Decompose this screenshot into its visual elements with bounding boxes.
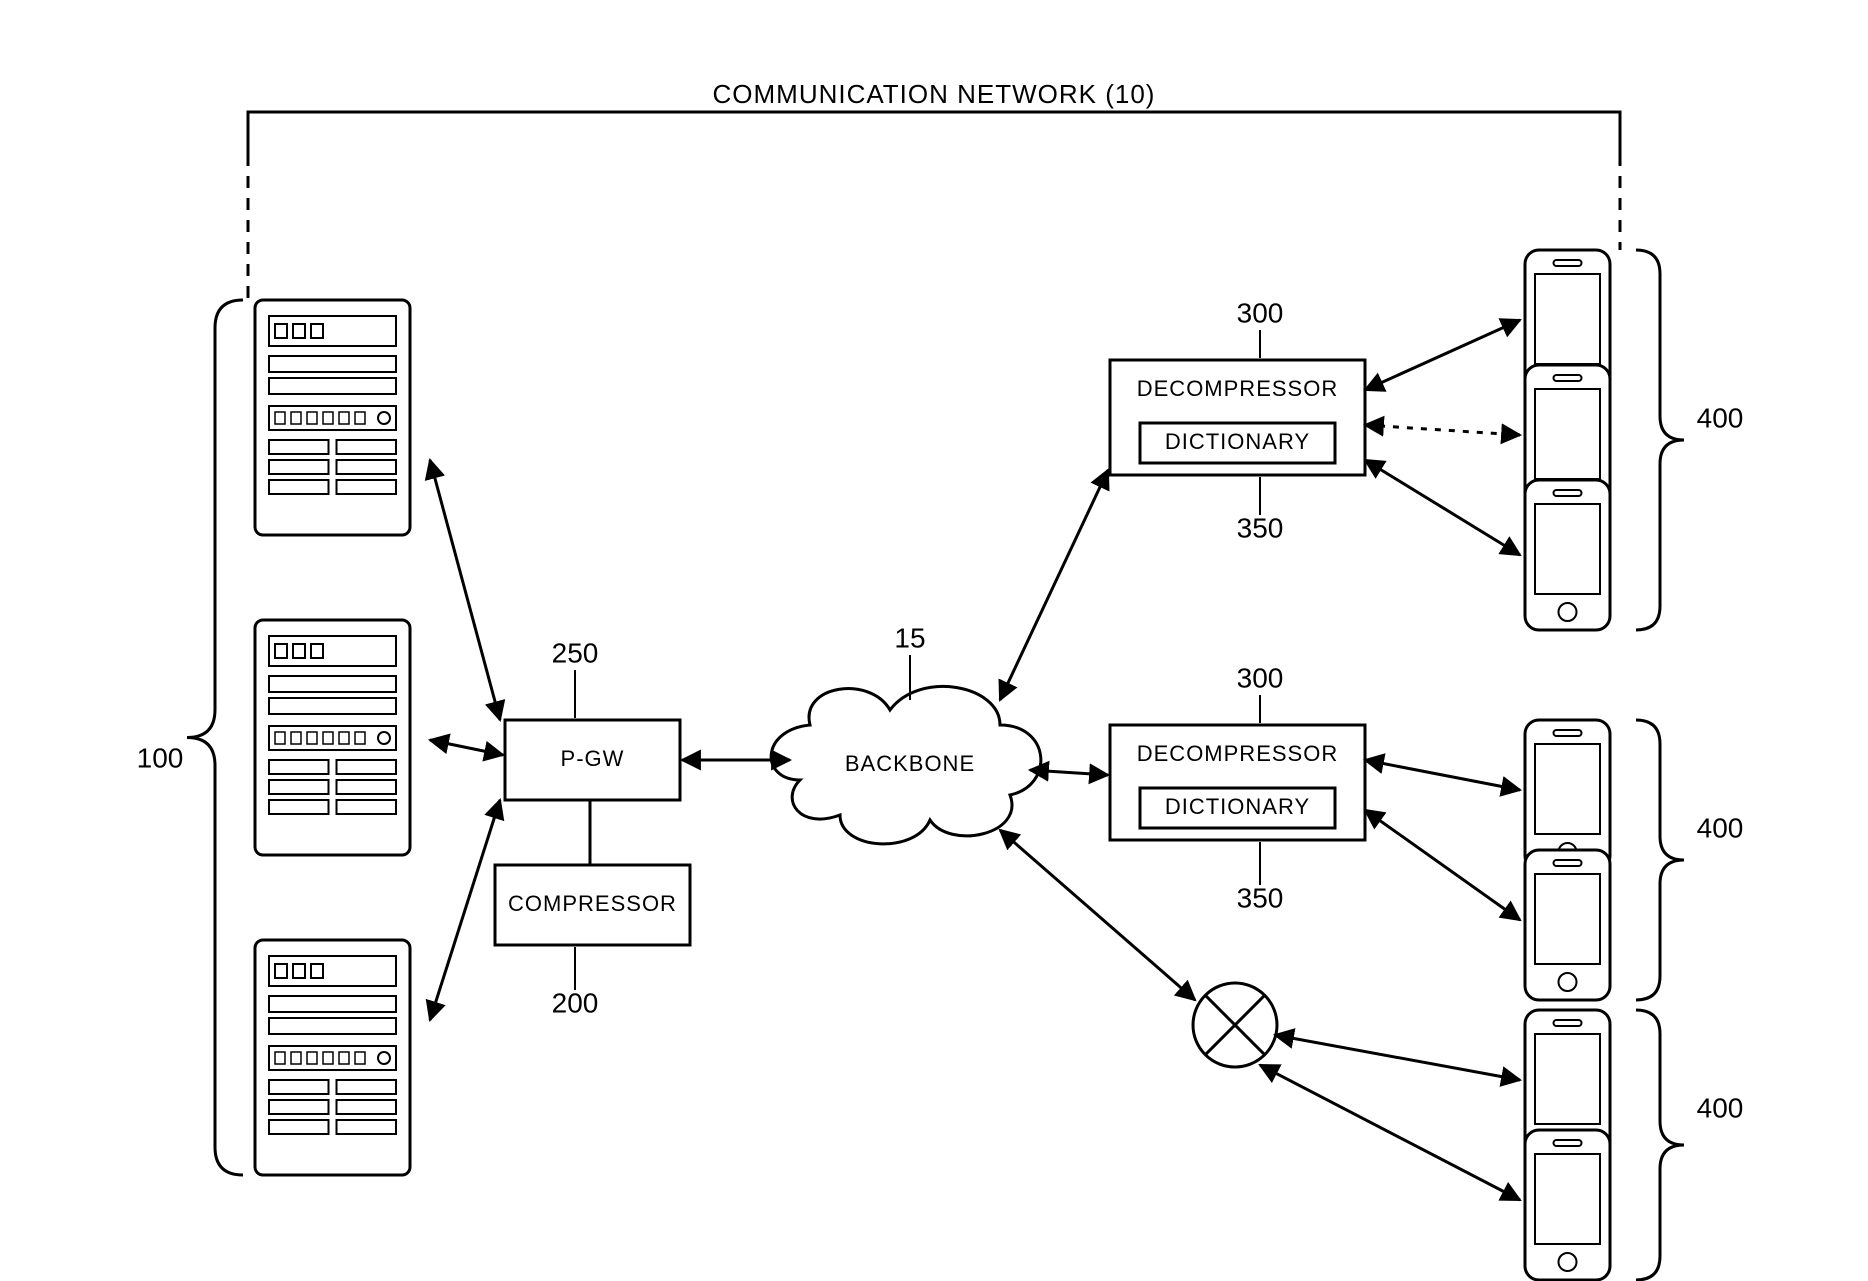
arrow-0 bbox=[430, 460, 500, 720]
arrow-1 bbox=[430, 740, 503, 755]
label-phones1_num: 400 bbox=[1697, 402, 1744, 433]
label-compressor_num: 200 bbox=[552, 987, 599, 1018]
arrow-12 bbox=[1260, 1065, 1520, 1200]
label-backbone_num: 15 bbox=[894, 622, 925, 653]
decompressor-2-dict-label: DICTIONARY bbox=[1165, 794, 1310, 819]
phone-1-1 bbox=[1525, 850, 1610, 1000]
label-servers_num: 100 bbox=[137, 742, 184, 773]
arrow-dotted-0 bbox=[1365, 425, 1520, 435]
decompressor-1-label: DECOMPRESSOR bbox=[1137, 376, 1338, 401]
arrow-4 bbox=[1000, 470, 1108, 700]
label-decomp2_num: 300 bbox=[1237, 662, 1284, 693]
label-phones2_num: 400 bbox=[1697, 812, 1744, 843]
servers-brace bbox=[187, 300, 243, 1175]
phone-0-2 bbox=[1525, 480, 1610, 630]
label-phones3_num: 400 bbox=[1697, 1092, 1744, 1123]
label-dict2_num: 350 bbox=[1237, 882, 1284, 913]
label-decomp1_num: 300 bbox=[1237, 297, 1284, 328]
decompressor-1-dict-label: DICTIONARY bbox=[1165, 429, 1310, 454]
arrow-8 bbox=[1365, 460, 1520, 555]
arrow-5 bbox=[1030, 770, 1108, 775]
compressor-box-label: COMPRESSOR bbox=[508, 891, 677, 916]
pgw-box-label: P-GW bbox=[561, 746, 625, 771]
server-rack-0 bbox=[255, 300, 410, 535]
phones-brace-0 bbox=[1636, 250, 1684, 630]
title-label: COMMUNICATION NETWORK (10) bbox=[713, 79, 1156, 109]
backbone-label: BACKBONE bbox=[845, 751, 975, 776]
arrow-10 bbox=[1365, 810, 1520, 920]
phone-2-1 bbox=[1525, 1130, 1610, 1280]
server-rack-2 bbox=[255, 940, 410, 1175]
server-rack-1 bbox=[255, 620, 410, 855]
arrow-9 bbox=[1365, 760, 1520, 790]
phone-1-0 bbox=[1525, 720, 1610, 870]
arrow-11 bbox=[1275, 1035, 1520, 1080]
arrow-7 bbox=[1365, 320, 1520, 390]
arrow-6 bbox=[1000, 830, 1195, 1000]
label-pgw_num: 250 bbox=[552, 637, 599, 668]
decompressor-2-label: DECOMPRESSOR bbox=[1137, 741, 1338, 766]
phones-brace-1 bbox=[1636, 720, 1684, 1000]
label-dict1_num: 350 bbox=[1237, 512, 1284, 543]
phones-brace-2 bbox=[1636, 1010, 1684, 1280]
diagram-canvas: COMMUNICATION NETWORK (10) P-GW COMPRESSOR… bbox=[0, 0, 1868, 1281]
title-bracket bbox=[248, 112, 1620, 154]
arrow-2 bbox=[430, 800, 500, 1020]
